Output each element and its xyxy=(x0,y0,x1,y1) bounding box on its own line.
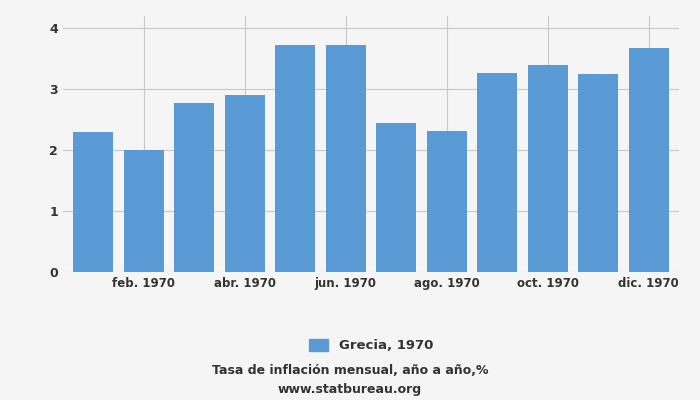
Bar xyxy=(528,65,568,272)
Bar xyxy=(225,95,265,272)
Legend: Grecia, 1970: Grecia, 1970 xyxy=(303,334,439,358)
Bar xyxy=(174,102,214,272)
Bar xyxy=(124,150,164,272)
Bar xyxy=(426,131,467,272)
Text: Tasa de inflación mensual, año a año,%: Tasa de inflación mensual, año a año,% xyxy=(211,364,489,376)
Text: www.statbureau.org: www.statbureau.org xyxy=(278,384,422,396)
Bar xyxy=(629,48,669,272)
Bar xyxy=(326,45,366,272)
Bar xyxy=(477,73,517,272)
Bar xyxy=(578,74,618,272)
Bar xyxy=(275,45,316,272)
Bar xyxy=(73,132,113,272)
Bar xyxy=(376,123,416,272)
